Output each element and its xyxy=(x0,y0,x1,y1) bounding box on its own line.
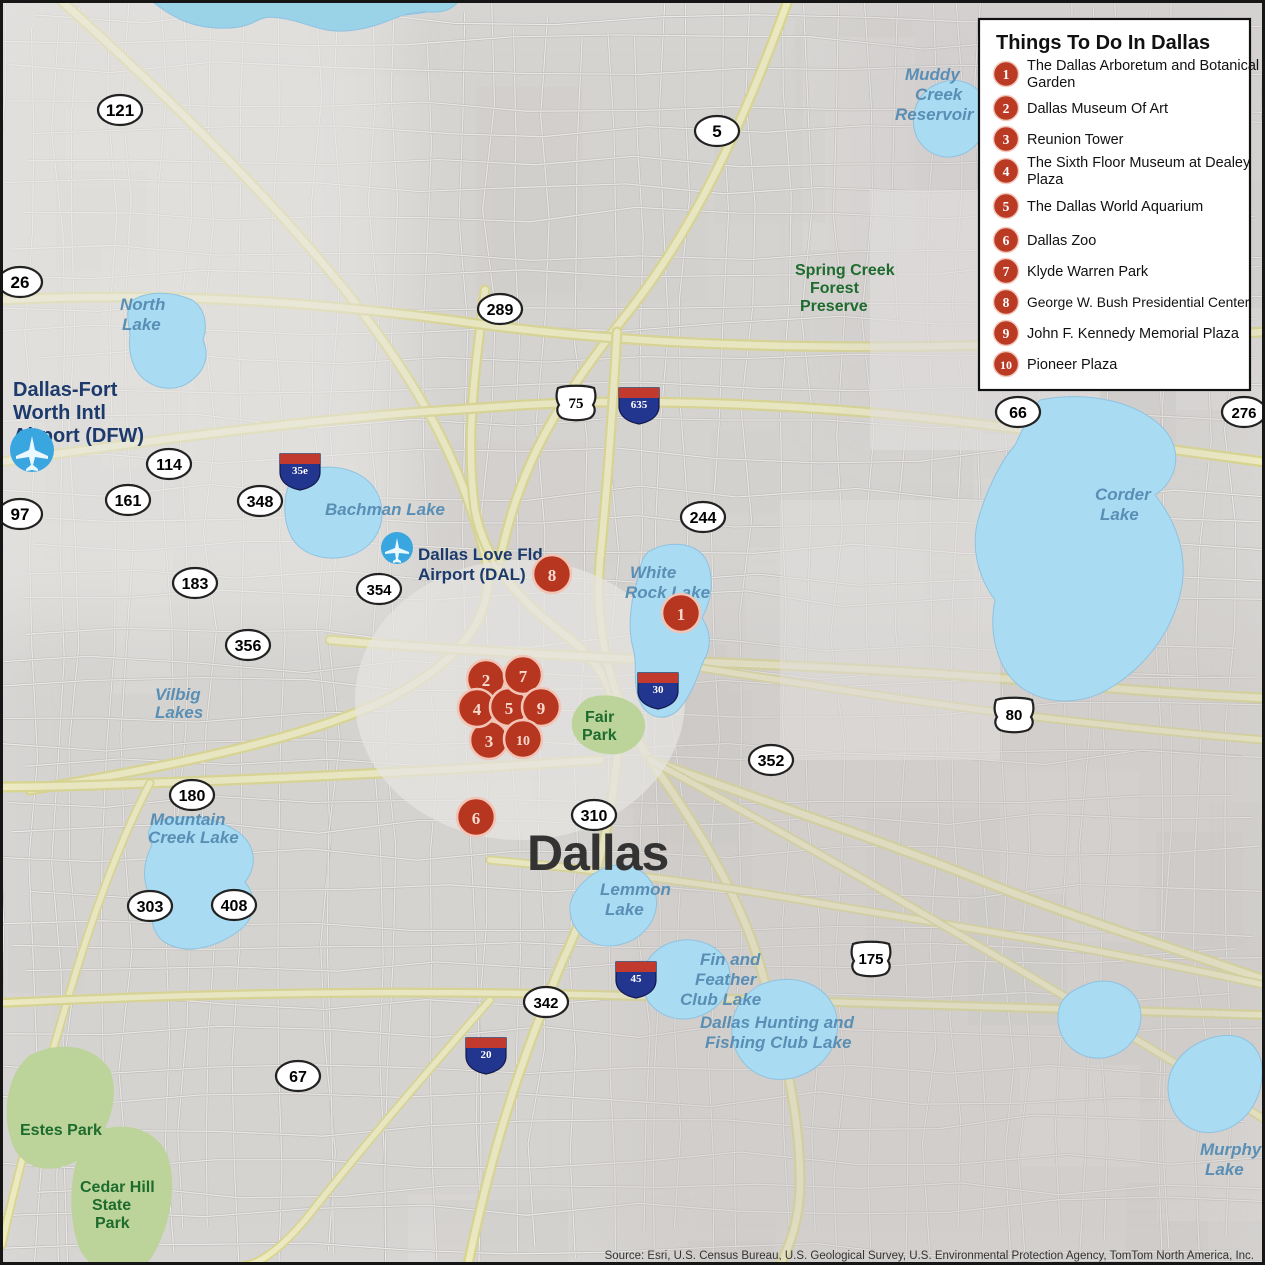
svg-text:Pioneer Plaza: Pioneer Plaza xyxy=(1027,357,1118,373)
svg-text:Lakes: Lakes xyxy=(155,703,203,722)
svg-text:Dallas Museum Of Art: Dallas Museum Of Art xyxy=(1027,101,1168,117)
svg-text:Forest: Forest xyxy=(810,280,860,297)
svg-text:Vilbig: Vilbig xyxy=(155,685,201,704)
svg-text:9: 9 xyxy=(537,699,546,718)
svg-text:635: 635 xyxy=(631,399,648,411)
svg-text:8: 8 xyxy=(1003,295,1010,310)
svg-text:Klyde Warren Park: Klyde Warren Park xyxy=(1027,264,1149,280)
svg-text:Preserve: Preserve xyxy=(800,298,868,315)
svg-text:George W. Bush Presidential Ce: George W. Bush Presidential Center xyxy=(1027,295,1250,310)
svg-text:Garden: Garden xyxy=(1027,75,1075,91)
svg-text:10: 10 xyxy=(516,734,530,749)
svg-text:Airport (DAL): Airport (DAL) xyxy=(418,565,526,584)
svg-text:Source: Esri, U.S. Census Bure: Source: Esri, U.S. Census Bureau, U.S. G… xyxy=(605,1250,1254,1262)
svg-text:Dallas-Fort: Dallas-Fort xyxy=(13,379,118,401)
svg-text:4: 4 xyxy=(473,700,482,719)
svg-text:White: White xyxy=(630,563,676,582)
svg-text:State: State xyxy=(92,1197,131,1214)
svg-text:310: 310 xyxy=(581,808,608,825)
svg-text:1: 1 xyxy=(1003,67,1010,82)
svg-text:Bachman Lake: Bachman Lake xyxy=(325,500,445,519)
svg-text:3: 3 xyxy=(485,732,494,751)
svg-text:The Sixth Floor Museum at Deal: The Sixth Floor Museum at Dealey xyxy=(1027,155,1251,171)
svg-text:Lake: Lake xyxy=(605,900,644,919)
svg-text:Club Lake: Club Lake xyxy=(680,990,761,1009)
svg-text:289: 289 xyxy=(487,302,514,319)
svg-text:Creek Lake: Creek Lake xyxy=(148,828,239,847)
svg-text:6: 6 xyxy=(472,809,481,828)
svg-text:Corder: Corder xyxy=(1095,485,1152,504)
svg-text:67: 67 xyxy=(289,1069,307,1086)
svg-text:175: 175 xyxy=(858,951,883,968)
svg-text:Dallas Love Fld: Dallas Love Fld xyxy=(418,545,543,564)
svg-text:Fin and: Fin and xyxy=(700,950,761,969)
svg-text:Lake: Lake xyxy=(1100,505,1139,524)
svg-text:Spring Creek: Spring Creek xyxy=(795,262,895,279)
svg-text:John F. Kennedy Memorial Plaza: John F. Kennedy Memorial Plaza xyxy=(1027,326,1240,342)
svg-text:354: 354 xyxy=(366,582,392,599)
svg-text:5: 5 xyxy=(712,122,721,141)
svg-text:Dallas Hunting and: Dallas Hunting and xyxy=(700,1013,855,1032)
svg-text:352: 352 xyxy=(758,753,785,770)
svg-text:Things To Do In Dallas: Things To Do In Dallas xyxy=(996,32,1210,54)
svg-text:6: 6 xyxy=(1003,233,1010,248)
svg-text:7: 7 xyxy=(1003,264,1010,279)
svg-text:3: 3 xyxy=(1003,132,1010,147)
svg-text:303: 303 xyxy=(137,899,164,916)
svg-text:10: 10 xyxy=(1000,358,1012,372)
svg-text:4: 4 xyxy=(1003,164,1010,179)
svg-text:Lake: Lake xyxy=(1205,1160,1244,1179)
svg-text:Muddy: Muddy xyxy=(905,65,961,84)
svg-text:Plaza: Plaza xyxy=(1027,172,1064,188)
svg-text:9: 9 xyxy=(1003,326,1010,341)
svg-text:26: 26 xyxy=(11,273,30,292)
svg-text:114: 114 xyxy=(156,457,182,474)
svg-text:97: 97 xyxy=(11,505,30,524)
svg-text:2: 2 xyxy=(482,671,491,690)
svg-text:30: 30 xyxy=(653,684,665,696)
svg-text:Feather: Feather xyxy=(695,970,758,989)
svg-text:276: 276 xyxy=(1231,405,1256,422)
svg-text:Dallas Zoo: Dallas Zoo xyxy=(1027,233,1096,249)
svg-text:121: 121 xyxy=(106,101,134,120)
svg-text:20: 20 xyxy=(481,1049,493,1061)
svg-text:Mountain: Mountain xyxy=(150,810,226,829)
svg-text:North: North xyxy=(120,295,165,314)
svg-text:5: 5 xyxy=(505,699,514,718)
svg-text:35e: 35e xyxy=(292,465,308,477)
svg-text:Fishing Club Lake: Fishing Club Lake xyxy=(705,1033,851,1052)
svg-text:Fair: Fair xyxy=(585,709,614,726)
svg-text:183: 183 xyxy=(182,576,209,593)
svg-text:161: 161 xyxy=(115,493,142,510)
svg-text:180: 180 xyxy=(179,788,206,805)
svg-text:7: 7 xyxy=(519,667,528,686)
svg-text:Lake: Lake xyxy=(122,315,161,334)
svg-text:348: 348 xyxy=(247,494,274,511)
svg-text:244: 244 xyxy=(690,510,717,527)
svg-text:2: 2 xyxy=(1003,101,1010,116)
svg-text:Cedar Hill: Cedar Hill xyxy=(80,1179,155,1196)
svg-text:Reunion Tower: Reunion Tower xyxy=(1027,132,1124,148)
svg-text:Murphy: Murphy xyxy=(1200,1140,1263,1159)
svg-text:1: 1 xyxy=(677,605,686,624)
svg-text:Reservoir: Reservoir xyxy=(895,105,975,124)
svg-text:408: 408 xyxy=(221,898,248,915)
svg-text:Worth Intl: Worth Intl xyxy=(13,402,106,424)
svg-text:Estes Park: Estes Park xyxy=(20,1122,102,1139)
svg-text:5: 5 xyxy=(1003,199,1010,214)
svg-text:8: 8 xyxy=(548,566,557,585)
svg-text:80: 80 xyxy=(1006,707,1023,724)
svg-text:Creek: Creek xyxy=(915,85,964,104)
svg-text:Park: Park xyxy=(582,727,617,744)
svg-text:The Dallas Arboretum and Botan: The Dallas Arboretum and Botanical xyxy=(1027,58,1259,74)
svg-text:45: 45 xyxy=(631,973,643,985)
svg-text:Lemmon: Lemmon xyxy=(600,880,671,899)
svg-text:342: 342 xyxy=(533,995,558,1012)
svg-text:75: 75 xyxy=(569,396,584,412)
svg-text:The Dallas World Aquarium: The Dallas World Aquarium xyxy=(1027,199,1203,215)
svg-text:Park: Park xyxy=(95,1215,130,1232)
svg-text:356: 356 xyxy=(235,638,262,655)
svg-text:66: 66 xyxy=(1009,405,1027,422)
svg-text:Dallas: Dallas xyxy=(527,825,668,881)
